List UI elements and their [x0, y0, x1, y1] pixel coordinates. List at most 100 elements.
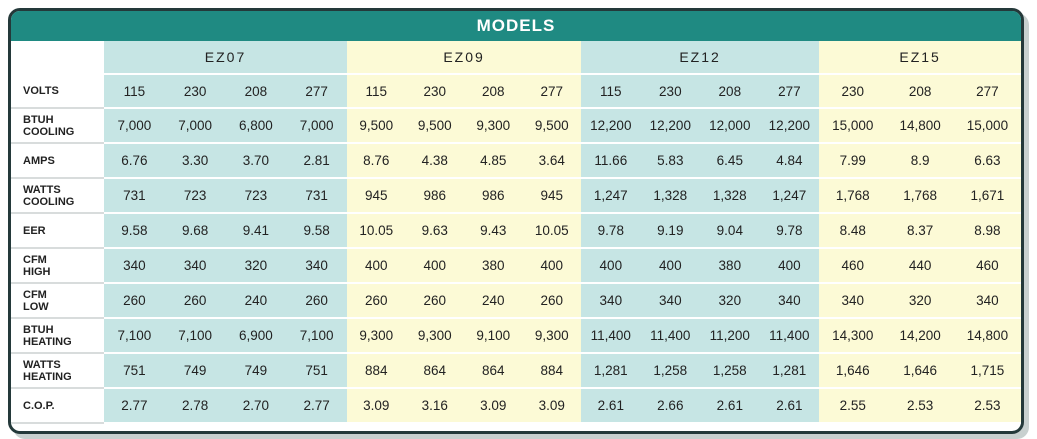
value-cell: 400 [581, 248, 641, 284]
value-cell: 14,800 [953, 318, 1021, 354]
value-cell: 380 [700, 248, 760, 284]
value-cell: 5.83 [640, 143, 701, 179]
value-cell: 751 [286, 353, 348, 389]
volts-cell: 277 [759, 74, 820, 109]
value-cell: 240 [464, 283, 523, 319]
title-bar: MODELS [11, 11, 1021, 41]
value-cell: 986 [464, 178, 523, 214]
volts-cell: 277 [953, 74, 1021, 109]
value-cell: 340 [819, 283, 887, 319]
value-cell: 3.09 [464, 388, 523, 424]
data-row: WATTS HEATING 751 749 749 751 884 864 864 884 1,2… [11, 353, 1021, 389]
value-cell: 8.98 [953, 213, 1021, 249]
value-cell: 260 [522, 283, 582, 319]
volts-cell: 230 [640, 74, 701, 109]
value-cell: 9.68 [164, 213, 226, 249]
volts-cell: 208 [700, 74, 760, 109]
value-cell: 2.61 [581, 388, 641, 424]
value-cell: 2.61 [759, 388, 820, 424]
data-row: BTUH COOLING 7,000 7,000 6,800 7,000 9,500 9,5… [11, 108, 1021, 144]
row-label: CFM HIGH [11, 248, 104, 284]
data-row: WATTS COOLING 731 723 723 731 945 986 986 945 1,2… [11, 178, 1021, 214]
corner-cell [11, 41, 104, 75]
value-cell: 3.30 [164, 143, 226, 179]
value-cell: 9,500 [405, 108, 465, 144]
value-cell: 1,768 [819, 178, 887, 214]
value-cell: 3.09 [522, 388, 582, 424]
volts-cell: 208 [886, 74, 954, 109]
value-cell: 945 [522, 178, 582, 214]
value-cell: 11,400 [759, 318, 820, 354]
value-cell: 3.09 [347, 388, 406, 424]
value-cell: 260 [286, 283, 348, 319]
value-cell: 11,400 [640, 318, 701, 354]
value-cell: 7,100 [104, 318, 165, 354]
value-cell: 6,800 [225, 108, 287, 144]
value-cell: 14,200 [886, 318, 954, 354]
value-cell: 9,500 [347, 108, 406, 144]
value-cell: 400 [640, 248, 701, 284]
value-cell: 260 [104, 283, 165, 319]
spec-table: EZ07 EZ09 EZ12 EZ15 VOLTS 115 230 208 277 115 230 2… [11, 41, 1021, 424]
value-cell: 8.9 [886, 143, 954, 179]
value-cell: 723 [164, 178, 226, 214]
row-label: AMPS [11, 143, 104, 179]
value-cell: 731 [104, 178, 165, 214]
value-cell: 320 [225, 248, 287, 284]
value-cell: 864 [405, 353, 465, 389]
value-cell: 7.99 [819, 143, 887, 179]
value-cell: 1,258 [700, 353, 760, 389]
volts-cell: 230 [164, 74, 226, 109]
row-label: VOLTS [11, 74, 104, 109]
value-cell: 400 [522, 248, 582, 284]
volts-cell: 208 [225, 74, 287, 109]
value-cell: 1,281 [581, 353, 641, 389]
value-cell: 10.05 [522, 213, 582, 249]
value-cell: 884 [522, 353, 582, 389]
value-cell: 340 [164, 248, 226, 284]
volts-cell: 115 [581, 74, 641, 109]
volts-cell: 115 [104, 74, 165, 109]
value-cell: 1,646 [819, 353, 887, 389]
value-cell: 3.70 [225, 143, 287, 179]
value-cell: 9,300 [464, 108, 523, 144]
value-cell: 14,300 [819, 318, 887, 354]
value-cell: 9,300 [347, 318, 406, 354]
value-cell: 2.70 [225, 388, 287, 424]
value-cell: 9,100 [464, 318, 523, 354]
spec-card: MODELS EZ07 EZ09 EZ12 EZ15 VOLTS 115 230 208 277… [8, 8, 1024, 434]
value-cell: 864 [464, 353, 523, 389]
row-label: WATTS COOLING [11, 178, 104, 214]
value-cell: 6.63 [953, 143, 1021, 179]
value-cell: 11,400 [581, 318, 641, 354]
value-cell: 751 [104, 353, 165, 389]
value-cell: 400 [405, 248, 465, 284]
data-row: CFM LOW 260 260 240 260 260 260 240 260 340 340 320… [11, 283, 1021, 319]
value-cell: 9,500 [522, 108, 582, 144]
volts-cell: 230 [405, 74, 465, 109]
value-cell: 1,328 [700, 178, 760, 214]
value-cell: 9.58 [286, 213, 348, 249]
value-cell: 9,300 [405, 318, 465, 354]
data-row: C.O.P. 2.77 2.78 2.70 2.77 3.09 3.16 3.09 3.09 2.… [11, 388, 1021, 424]
value-cell: 460 [953, 248, 1021, 284]
value-cell: 340 [104, 248, 165, 284]
row-label: BTUH HEATING [11, 318, 104, 354]
value-cell: 260 [405, 283, 465, 319]
value-cell: 380 [464, 248, 523, 284]
value-cell: 12,200 [759, 108, 820, 144]
value-cell: 3.64 [522, 143, 582, 179]
value-cell: 9.63 [405, 213, 465, 249]
model-name: EZ15 [819, 41, 1021, 75]
value-cell: 340 [953, 283, 1021, 319]
value-cell: 7,000 [164, 108, 226, 144]
volts-cell: 208 [464, 74, 523, 109]
value-cell: 2.77 [104, 388, 165, 424]
row-label: WATTS HEATING [11, 353, 104, 389]
value-cell: 11.66 [581, 143, 641, 179]
value-cell: 4.85 [464, 143, 523, 179]
value-cell: 4.84 [759, 143, 820, 179]
value-cell: 9.41 [225, 213, 287, 249]
value-cell: 9.78 [759, 213, 820, 249]
value-cell: 320 [886, 283, 954, 319]
